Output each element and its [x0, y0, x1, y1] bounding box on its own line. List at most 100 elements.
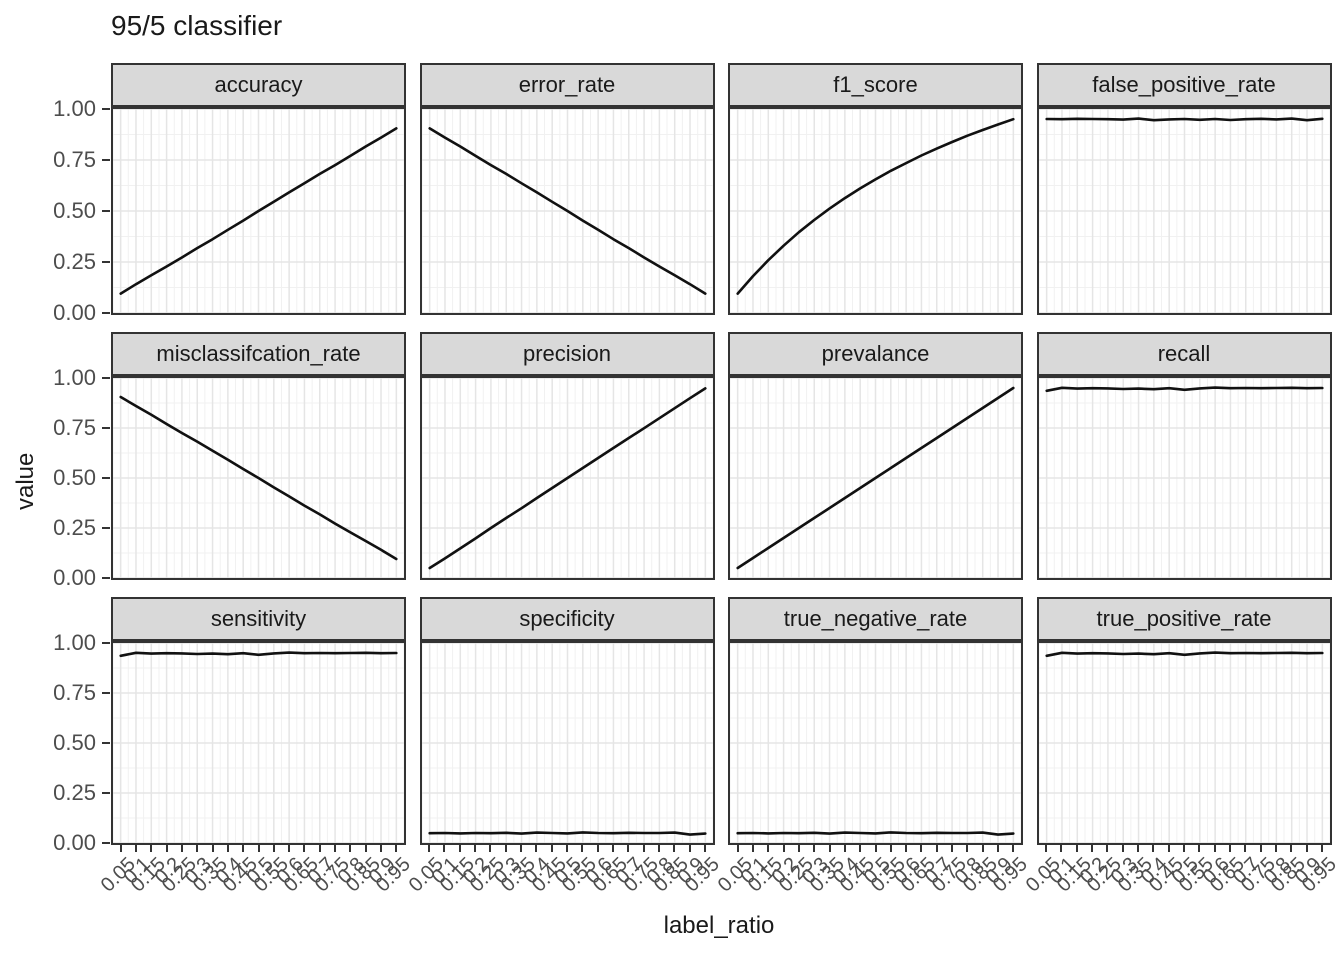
facet-line	[427, 831, 707, 836]
facet-misclassifcation_rate: misclassifcation_rate	[111, 332, 406, 580]
facet-panel	[419, 376, 715, 580]
facet-panel	[419, 641, 715, 845]
x-axis-tick	[1290, 845, 1293, 852]
x-axis-tick	[428, 845, 431, 852]
y-axis-tick-label: 0.00	[53, 830, 96, 855]
facet-line	[736, 386, 1015, 570]
facet-strip: true_positive_rate	[1036, 597, 1332, 641]
y-axis-tick	[102, 377, 110, 379]
facet-line	[1044, 651, 1324, 658]
x-axis-tick	[859, 845, 862, 852]
facet-strip: error_rate	[419, 63, 715, 107]
x-axis-tick	[303, 845, 306, 852]
x-axis-tick	[566, 845, 568, 852]
x-axis-tick	[150, 845, 153, 852]
y-axis-tick-label: 0.50	[53, 198, 96, 223]
x-axis-tick	[688, 845, 691, 852]
facet-strip-label: sensitivity	[210, 606, 307, 631]
x-axis-tick	[288, 845, 291, 852]
facet-strip-label: true_negative_rate	[783, 606, 968, 631]
x-axis-tick	[1213, 845, 1216, 852]
y-axis-tick-label: 0.75	[53, 680, 96, 705]
facet-false_positive_rate: false_positive_rate	[1036, 63, 1332, 315]
x-axis-tick	[1320, 845, 1323, 852]
x-axis-tick	[165, 845, 168, 852]
x-axis-tick	[782, 845, 785, 852]
x-axis-tick	[1152, 845, 1155, 852]
x-axis-tick	[627, 845, 630, 852]
facet-strip: misclassifcation_rate	[111, 332, 406, 376]
x-axis-tick	[673, 845, 676, 852]
facet-panel	[111, 107, 406, 315]
x-axis-tick	[395, 845, 398, 852]
x-axis-tick	[581, 845, 584, 852]
x-axis-tick	[458, 845, 461, 852]
facet-strip: sensitivity	[111, 597, 406, 641]
y-axis-tick	[102, 108, 110, 110]
y-axis-tick	[102, 692, 110, 694]
x-axis-tick	[1305, 845, 1308, 852]
facet-prevalance: prevalance	[728, 332, 1023, 580]
facet-line	[119, 651, 398, 658]
x-axis-tick	[504, 845, 507, 852]
y-axis-tick	[102, 842, 110, 844]
x-axis-tick	[657, 845, 660, 852]
facet-true_negative_rate: true_negative_rate	[728, 597, 1023, 845]
x-axis-tick	[703, 845, 706, 852]
facet-strip: recall	[1036, 332, 1332, 376]
y-axis-tick-label: 0.50	[53, 730, 96, 755]
x-axis-tick	[797, 845, 800, 852]
facet-strip: prevalance	[728, 332, 1023, 376]
x-axis-tick	[1183, 845, 1185, 852]
x-axis-tick	[1012, 845, 1015, 852]
y-axis-tick-label: 1.00	[53, 96, 96, 121]
x-axis-tick	[226, 845, 229, 852]
y-axis-tick	[102, 312, 110, 314]
x-axis-tick	[257, 845, 260, 852]
x-axis-tick	[951, 845, 954, 852]
x-axis-tick	[272, 845, 275, 852]
facet-panel	[728, 641, 1023, 845]
facet-line	[119, 395, 398, 561]
x-axis-tick	[134, 845, 137, 852]
x-axis-tick	[119, 845, 122, 852]
x-axis-tick	[905, 845, 908, 852]
x-axis-tick	[1045, 845, 1048, 852]
y-axis-tick-label: 0.00	[53, 565, 96, 590]
y-axis-tick	[102, 261, 110, 263]
x-axis-tick	[889, 845, 892, 852]
x-axis-tick	[935, 845, 938, 852]
x-axis-tick	[474, 845, 477, 852]
facet-line	[736, 831, 1015, 836]
chart-title: 95/5 classifier	[111, 10, 283, 41]
y-axis-tick-label: 1.00	[53, 365, 96, 390]
y-axis-tick-label: 0.75	[53, 415, 96, 440]
x-axis-tick	[966, 845, 969, 852]
x-axis-tick	[1259, 845, 1262, 852]
x-axis-tick	[1198, 845, 1201, 852]
x-axis-tick	[1244, 845, 1247, 852]
facet-strip-label: specificity	[519, 606, 615, 631]
y-axis-tick	[102, 792, 110, 794]
y-axis-tick	[102, 159, 110, 161]
y-axis-tick	[102, 427, 110, 429]
x-axis-tick	[242, 845, 245, 852]
facet-panel	[111, 376, 406, 580]
x-axis-tick	[1075, 845, 1078, 852]
x-axis-tick	[813, 845, 816, 852]
x-axis-tick	[318, 845, 321, 852]
x-axis-tick	[767, 845, 770, 852]
x-axis-tick	[1137, 845, 1140, 852]
y-axis-tick	[102, 577, 110, 579]
facet-panel	[728, 376, 1023, 580]
y-axis-tick	[102, 742, 110, 744]
x-axis-tick	[334, 845, 337, 852]
x-axis-tick	[1091, 845, 1094, 852]
y-axis-tick-label: 0.25	[53, 780, 96, 805]
x-axis-tick	[642, 845, 645, 852]
facet-strip: f1_score	[728, 63, 1023, 107]
facet-precision: precision	[419, 332, 715, 580]
facet-panel	[1036, 641, 1332, 845]
x-axis-tick	[535, 845, 538, 852]
